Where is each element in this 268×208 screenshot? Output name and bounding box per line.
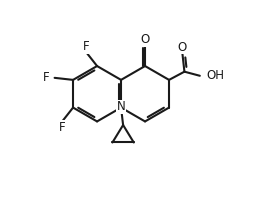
Text: O: O bbox=[140, 33, 150, 46]
Text: F: F bbox=[58, 121, 65, 134]
Text: F: F bbox=[83, 40, 89, 53]
Text: O: O bbox=[178, 41, 187, 54]
Text: N: N bbox=[117, 100, 125, 113]
Text: F: F bbox=[43, 71, 50, 84]
Text: OH: OH bbox=[206, 69, 224, 82]
